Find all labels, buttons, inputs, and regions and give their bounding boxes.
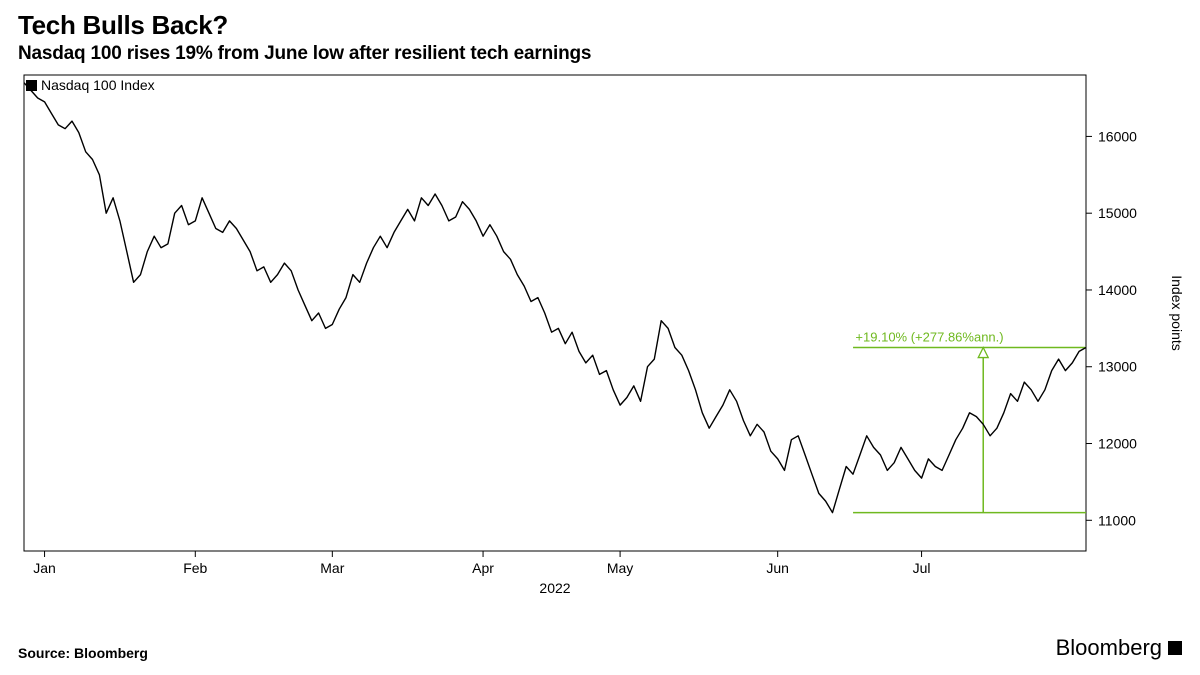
- svg-text:Jul: Jul: [913, 560, 931, 576]
- svg-text:+19.10% (+277.86%ann.): +19.10% (+277.86%ann.): [855, 330, 1003, 345]
- svg-text:2022: 2022: [539, 580, 570, 596]
- svg-text:Index points: Index points: [1169, 275, 1182, 351]
- legend: Nasdaq 100 Index: [26, 77, 155, 93]
- svg-text:13000: 13000: [1098, 359, 1137, 375]
- line-chart: 11000 12000 13000 14000 15000 16000 Index poin…: [18, 71, 1182, 611]
- svg-text:Mar: Mar: [320, 560, 344, 576]
- svg-text:May: May: [607, 560, 633, 576]
- svg-text:16000: 16000: [1098, 128, 1137, 144]
- brand-logo: Bloomberg: [1056, 635, 1182, 661]
- svg-text:Jun: Jun: [766, 560, 789, 576]
- svg-text:15000: 15000: [1098, 205, 1137, 221]
- source-text: Source: Bloomberg: [18, 645, 148, 661]
- svg-text:Feb: Feb: [183, 560, 207, 576]
- svg-text:12000: 12000: [1098, 436, 1137, 452]
- chart-area: Nasdaq 100 Index 11000 12000 13000 14000 150…: [18, 71, 1182, 629]
- chart-title: Tech Bulls Back?: [18, 10, 1182, 41]
- svg-text:14000: 14000: [1098, 282, 1137, 298]
- brand-text: Bloomberg: [1056, 635, 1162, 661]
- svg-text:Jan: Jan: [33, 560, 56, 576]
- legend-label: Nasdaq 100 Index: [41, 77, 155, 93]
- svg-text:Apr: Apr: [472, 560, 494, 576]
- brand-icon: [1168, 641, 1182, 655]
- svg-text:11000: 11000: [1098, 512, 1136, 528]
- legend-swatch: [26, 80, 37, 91]
- chart-subtitle: Nasdaq 100 rises 19% from June low after…: [18, 43, 1182, 65]
